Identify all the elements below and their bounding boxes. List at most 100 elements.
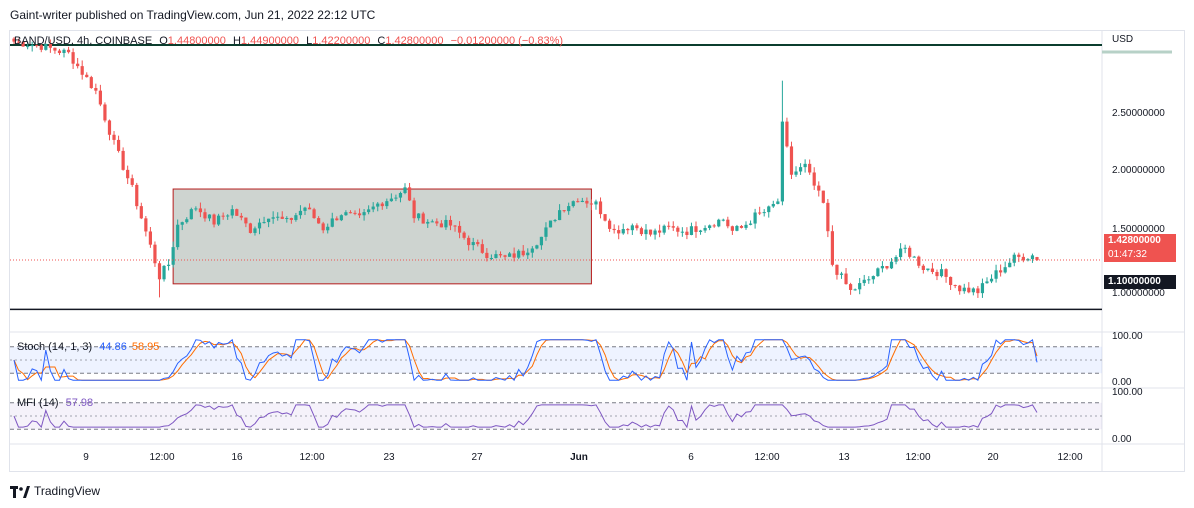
candle-body [271, 217, 275, 219]
candle-body [644, 229, 648, 235]
stoch-legend[interactable]: Stoch (14, 1, 3) 44.86 58.95 [17, 341, 159, 353]
candle-body [162, 265, 166, 280]
candle-body [962, 287, 966, 292]
candle-body [758, 212, 762, 214]
candle-body [1017, 254, 1021, 257]
price-tick: 2.00000000 [1112, 165, 1165, 176]
candle-body [435, 221, 439, 224]
time-tick: 23 [383, 452, 395, 463]
candle-body [253, 228, 257, 233]
candle-body [735, 225, 739, 231]
candle-body [457, 225, 462, 233]
candle-body [44, 43, 48, 50]
candle-body [912, 256, 916, 258]
candle-body [721, 219, 725, 221]
candle-body [708, 225, 712, 228]
last-price-tag: 1.42800000 [1104, 234, 1176, 248]
candle-body [30, 45, 34, 47]
candle-body [135, 184, 139, 207]
candle-body [676, 227, 680, 232]
candle-body [144, 218, 148, 232]
candle-body [889, 261, 894, 269]
candle-body [239, 215, 243, 218]
symbol-legend[interactable]: BAND/USD, 4h, COINBASE O1.44800000 H1.44… [14, 35, 563, 47]
candle-body [348, 212, 353, 214]
candle-body [630, 225, 634, 231]
mfi-legend[interactable]: MFI (14) 57.98 [17, 397, 93, 409]
candle-body [521, 250, 525, 256]
candle-body [848, 284, 853, 290]
candle-body [667, 225, 671, 227]
stoch-tick: 0.00 [1112, 377, 1132, 388]
candle-body [385, 201, 389, 207]
candle-body [80, 66, 84, 75]
candle-body [221, 215, 225, 217]
candle-body [980, 283, 985, 294]
candle-body [166, 264, 171, 266]
time-tick: 12:00 [754, 452, 780, 463]
candle-body [785, 121, 789, 147]
candle-body [789, 146, 794, 175]
time-tick: 6 [688, 452, 694, 463]
candle-body [798, 167, 803, 172]
candle-body [994, 270, 998, 279]
candle-body [639, 228, 644, 235]
candle-body [648, 229, 653, 235]
candle-body [694, 226, 698, 232]
candle-body [16, 41, 21, 43]
candle-body [517, 250, 521, 258]
candle-body [885, 266, 889, 269]
candle-body [412, 200, 416, 219]
candle-body [303, 207, 307, 211]
candle-body [617, 230, 621, 234]
candle-body [230, 209, 234, 216]
candle-body [976, 288, 980, 294]
candle-body [671, 226, 675, 228]
candle-body [185, 219, 189, 223]
candle-body [257, 222, 262, 229]
candle-body [917, 256, 921, 266]
candle-body [726, 219, 730, 227]
time-tick: 12:00 [905, 452, 931, 463]
candle-body [353, 212, 357, 214]
candle-body [839, 273, 844, 275]
candle-body [85, 74, 89, 78]
high-label: H [232, 35, 241, 47]
stoch-d-value: 58.95 [131, 341, 160, 353]
candle-body [935, 271, 939, 277]
candle-body [444, 219, 448, 228]
candle-body [944, 269, 948, 277]
candle-body [335, 218, 339, 221]
candle-body [421, 213, 425, 224]
candle-body [862, 279, 866, 284]
candle-body [116, 139, 121, 151]
candle-body [876, 268, 880, 277]
candle-body [21, 41, 25, 47]
candle-body [439, 223, 443, 228]
candle-body [753, 212, 757, 224]
tradingview-footer[interactable]: TradingView [10, 483, 100, 499]
candle-body [507, 253, 512, 257]
candle-body [89, 77, 93, 89]
candle-body [362, 212, 366, 216]
candle-body [771, 203, 775, 207]
candle-body [985, 281, 989, 284]
candle-body [658, 230, 662, 233]
candle-body [417, 213, 421, 219]
time-tick: 27 [471, 452, 483, 463]
candle-body [949, 276, 953, 286]
candle-body [776, 201, 780, 204]
time-tick: 16 [231, 452, 243, 463]
candle-body [571, 201, 575, 207]
candle-body [662, 225, 666, 233]
mfi-line [13, 404, 1038, 429]
candle-body [62, 49, 66, 54]
candle-body [194, 208, 198, 210]
candle-body [121, 150, 125, 170]
currency-label[interactable]: USD [1112, 34, 1134, 45]
candle-body [894, 257, 898, 262]
candle-body [867, 279, 871, 281]
candle-body [903, 247, 907, 249]
candle-body [367, 209, 371, 213]
